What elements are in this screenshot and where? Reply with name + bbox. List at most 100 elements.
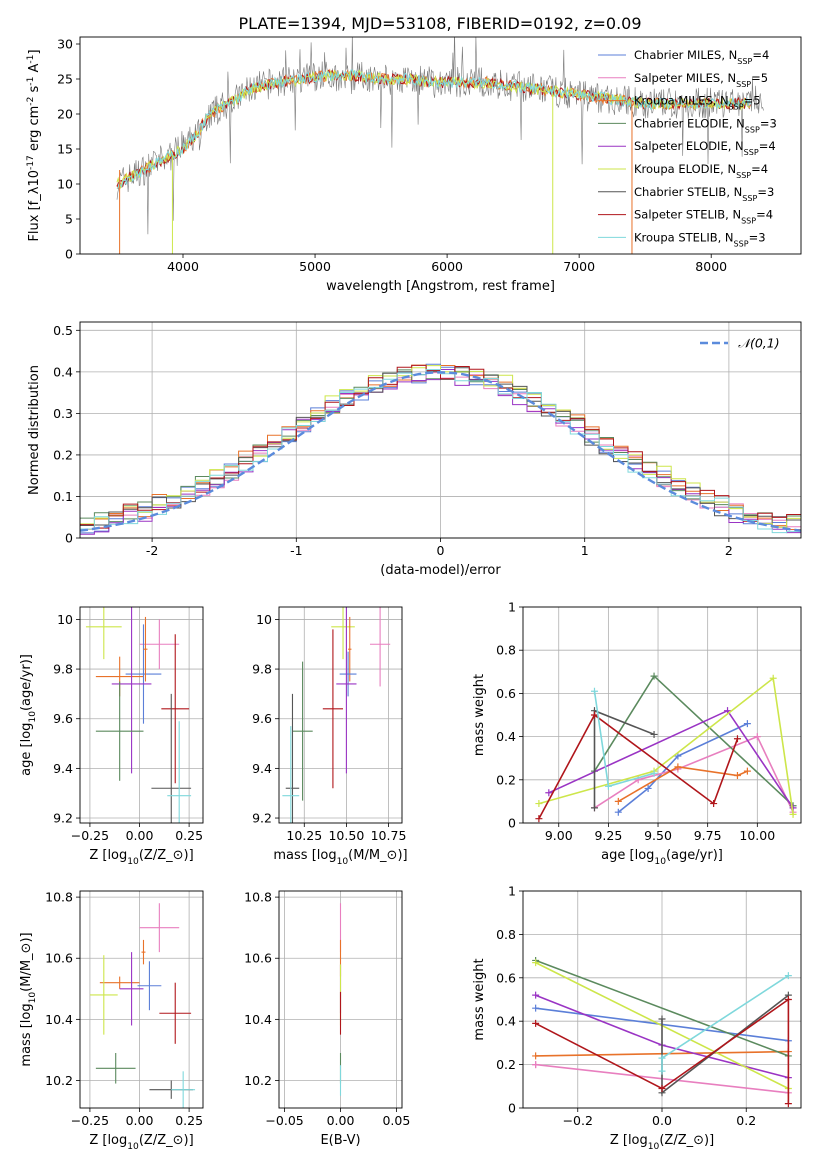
- y-axis-label: mass [log10(M/M_⊙)]: [19, 932, 38, 1066]
- weight-marker: [789, 810, 797, 818]
- x-tick-label: 0.25: [175, 1113, 203, 1128]
- weight-marker: [658, 1067, 666, 1075]
- weight-marker: [650, 672, 658, 680]
- weight-marker: [535, 815, 543, 823]
- x-tick-label: 9.25: [594, 828, 622, 843]
- y-tick-label: 0: [508, 816, 516, 831]
- weight-marker: [590, 687, 598, 695]
- y-tick-label: 0.4: [496, 1014, 516, 1029]
- x-tick-label: -2: [146, 543, 158, 558]
- axes-frame: [522, 606, 802, 824]
- x-tick-label: 2: [725, 543, 733, 558]
- axes-frame: [278, 606, 403, 824]
- y-tick-label: 0.6: [496, 970, 516, 985]
- y-tick-label: 5: [65, 212, 73, 227]
- y-tick-label: 10.8: [244, 890, 272, 905]
- y-tick-label: 15: [57, 142, 73, 157]
- grid-lines: [80, 891, 203, 1108]
- grid-lines: [80, 607, 203, 823]
- weight-series: [538, 713, 739, 820]
- y-axis-label: Normed distribution: [27, 365, 42, 495]
- y-tick-label: 0.6: [496, 686, 516, 701]
- weight-series: [535, 959, 789, 1057]
- y-tick-label: 0.4: [53, 364, 73, 379]
- y-tick-label: 0: [65, 247, 73, 262]
- legend-label: Chabrier STELIB, NSSP=3: [634, 185, 774, 203]
- chart-age-vs-mass: 10.25 10.50 10.75 9.2 9.4 9.6 9.8 10 mass [log10…: [252, 606, 408, 867]
- x-axis-label: Z [log10(Z/Z_⊙)]: [610, 1133, 714, 1152]
- x-tick-label: 9.75: [694, 828, 722, 843]
- y-tick-label: 0.2: [53, 447, 73, 462]
- x-tick-label: 5000: [299, 259, 331, 274]
- x-tick-label: −0.2: [563, 1113, 593, 1128]
- weight-marker: [784, 1100, 792, 1108]
- weight-marker: [733, 771, 741, 779]
- x-tick-label: 0: [437, 543, 445, 558]
- x-tick-label: 9.00: [545, 828, 573, 843]
- x-tick-label: 10.75: [371, 828, 407, 843]
- y-tick-label: 0.3: [53, 406, 73, 421]
- weight-series: [617, 722, 748, 813]
- plot-area: [532, 956, 792, 1108]
- y-tick-label: 10: [256, 612, 272, 627]
- weight-marker: [710, 800, 718, 808]
- y-tick-label: 1: [508, 884, 516, 899]
- x-tick-label: −0.05: [265, 1113, 303, 1128]
- grid-lines: [80, 322, 801, 539]
- weight-series: [538, 676, 794, 815]
- y-axis-label: mass weight: [472, 674, 487, 756]
- weight-marker: [784, 972, 792, 980]
- weight-series: [535, 997, 790, 1104]
- x-tick-label: 10.25: [286, 828, 322, 843]
- plot-area: [116, 37, 764, 254]
- legend-label: Kroupa MILES, NSSP=5: [634, 94, 761, 112]
- weight-series: [617, 765, 748, 803]
- chart-mass-vs-Z: −0.25 0.00 0.25 10.2 10.4 10.6 10.8 Z [log10(Z/…: [19, 890, 204, 1152]
- weight-series: [593, 691, 655, 788]
- grid-lines: [523, 606, 801, 824]
- weight-series: [548, 709, 794, 809]
- chart-mass-vs-EBV: −0.05 0.00 0.05 10.2 10.4 10.6 10.8 E(B-V): [244, 890, 410, 1148]
- weight-marker: [733, 735, 741, 743]
- x-tick-label: 8000: [695, 259, 727, 274]
- axes-frame: [79, 36, 802, 255]
- weight-marker: [644, 784, 652, 792]
- chart-residual-histogram: -2 -1 0 1 2 0 0.1 0.2 0.3 0.4 0.5 (data-model)/erro…: [27, 321, 802, 578]
- y-tick-label: 25: [57, 72, 73, 87]
- y-tick-label: 10.8: [45, 890, 73, 905]
- x-tick-label: −0.25: [71, 828, 109, 843]
- weight-marker: [743, 767, 751, 775]
- y-tick-label: 0: [65, 531, 73, 546]
- y-tick-label: 10: [57, 612, 73, 627]
- y-tick-label: 0.8: [496, 643, 516, 658]
- x-tick-label: 10.50: [328, 828, 364, 843]
- y-tick-label: 9.6: [252, 711, 272, 726]
- y-tick-label: 20: [57, 107, 73, 122]
- weight-marker: [650, 730, 658, 738]
- weight-marker: [658, 1054, 666, 1062]
- weight-marker: [532, 1061, 540, 1069]
- x-tick-label: 10.00: [739, 828, 775, 843]
- x-axis-label: age [log10(age/yr)]: [601, 848, 723, 867]
- weight-marker: [604, 782, 612, 790]
- y-tick-label: 10.2: [45, 1073, 73, 1088]
- plot-area: [282, 607, 391, 823]
- y-tick-label: 9.2: [53, 811, 73, 826]
- x-tick-label: 9.50: [644, 828, 672, 843]
- axes-frame: [79, 890, 204, 1109]
- plot-area: [89, 903, 196, 1108]
- y-tick-label: 0.2: [496, 772, 516, 787]
- x-axis-label: E(B-V): [320, 1133, 360, 1148]
- weight-marker: [532, 1052, 540, 1060]
- x-tick-label: 0.2: [736, 1113, 756, 1128]
- y-tick-label: 10.4: [244, 1012, 272, 1027]
- chart-weight-vs-Z: −0.2 0.0 0.2 0 0.2 0.4 0.6 0.8 1 Z [log10(Z/Z_⊙)]…: [472, 884, 802, 1152]
- chart-age-vs-Z: −0.25 0.00 0.25 9.2 9.4 9.6 9.8 10 Z [log10(Z/Z_…: [19, 606, 204, 867]
- weight-marker: [784, 996, 792, 1003]
- y-tick-label: 10.6: [45, 951, 73, 966]
- weight-marker: [674, 752, 682, 760]
- normal-curve: [80, 371, 801, 532]
- legend-label: 𝒩(0,1): [738, 336, 780, 351]
- y-axis-label: mass weight: [472, 958, 487, 1040]
- axes-frame: [522, 890, 802, 1109]
